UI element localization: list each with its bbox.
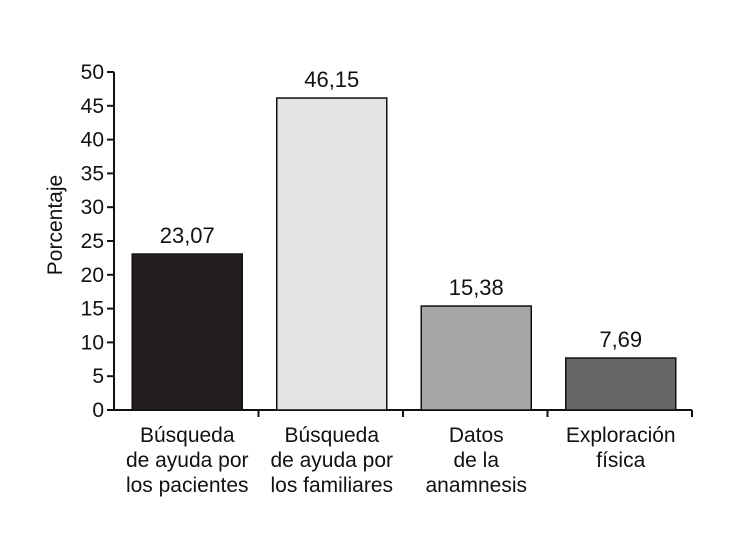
y-tick-label: 40 [81, 129, 104, 152]
bar [420, 305, 532, 411]
bars [131, 97, 677, 411]
category-label-line: Búsqueda [284, 424, 379, 447]
category-label-line: los familiares [270, 474, 393, 497]
category-labels: Búsqueda de ayuda por los pacientesBúsqued… [126, 424, 676, 497]
y-tick-label: 0 [92, 399, 104, 422]
category-label-line: de ayuda por [270, 449, 393, 472]
bar [131, 253, 243, 411]
bar [276, 97, 388, 411]
bar [565, 357, 677, 411]
y-tick-label: 5 [92, 365, 104, 388]
y-tick-label: 25 [81, 230, 104, 253]
y-tick-label: 30 [81, 196, 104, 219]
category-label: Exploración física [566, 424, 676, 472]
category-label-line: Datos [449, 424, 504, 447]
category-label: Búsqueda de ayuda por los pacientes [126, 424, 249, 497]
y-tick-label: 35 [81, 162, 104, 185]
data-label: 15,38 [449, 275, 504, 300]
category-label: Búsqueda de ayuda por los familiares [270, 424, 393, 497]
x-axis [107, 409, 693, 417]
y-tick-label: 50 [81, 61, 104, 84]
category-label-line: física [596, 449, 645, 472]
category-label-line: Exploración [566, 424, 676, 447]
y-axis: 0 5 10 15 20 25 30 35 40 45 50 [81, 61, 115, 422]
y-axis-title: Porcentaje [44, 175, 67, 275]
data-label: 7,69 [599, 327, 642, 352]
y-tick-label: 15 [81, 298, 104, 321]
category-label-line: Búsqueda [140, 424, 235, 447]
category-label-line: de la [453, 449, 499, 472]
data-label: 46,15 [304, 67, 359, 92]
category-label-line: los pacientes [126, 474, 249, 497]
data-label: 23,07 [160, 223, 215, 248]
category-label: Datos de la anamnesis [425, 424, 527, 497]
y-tick-label: 20 [81, 264, 104, 287]
y-tick-label: 10 [81, 331, 104, 354]
category-label-line: de ayuda por [126, 449, 249, 472]
category-label-line: anamnesis [425, 474, 527, 497]
y-tick-label: 45 [81, 95, 104, 118]
value-labels: 23,07 46,15 15,38 7,69 [160, 67, 642, 352]
